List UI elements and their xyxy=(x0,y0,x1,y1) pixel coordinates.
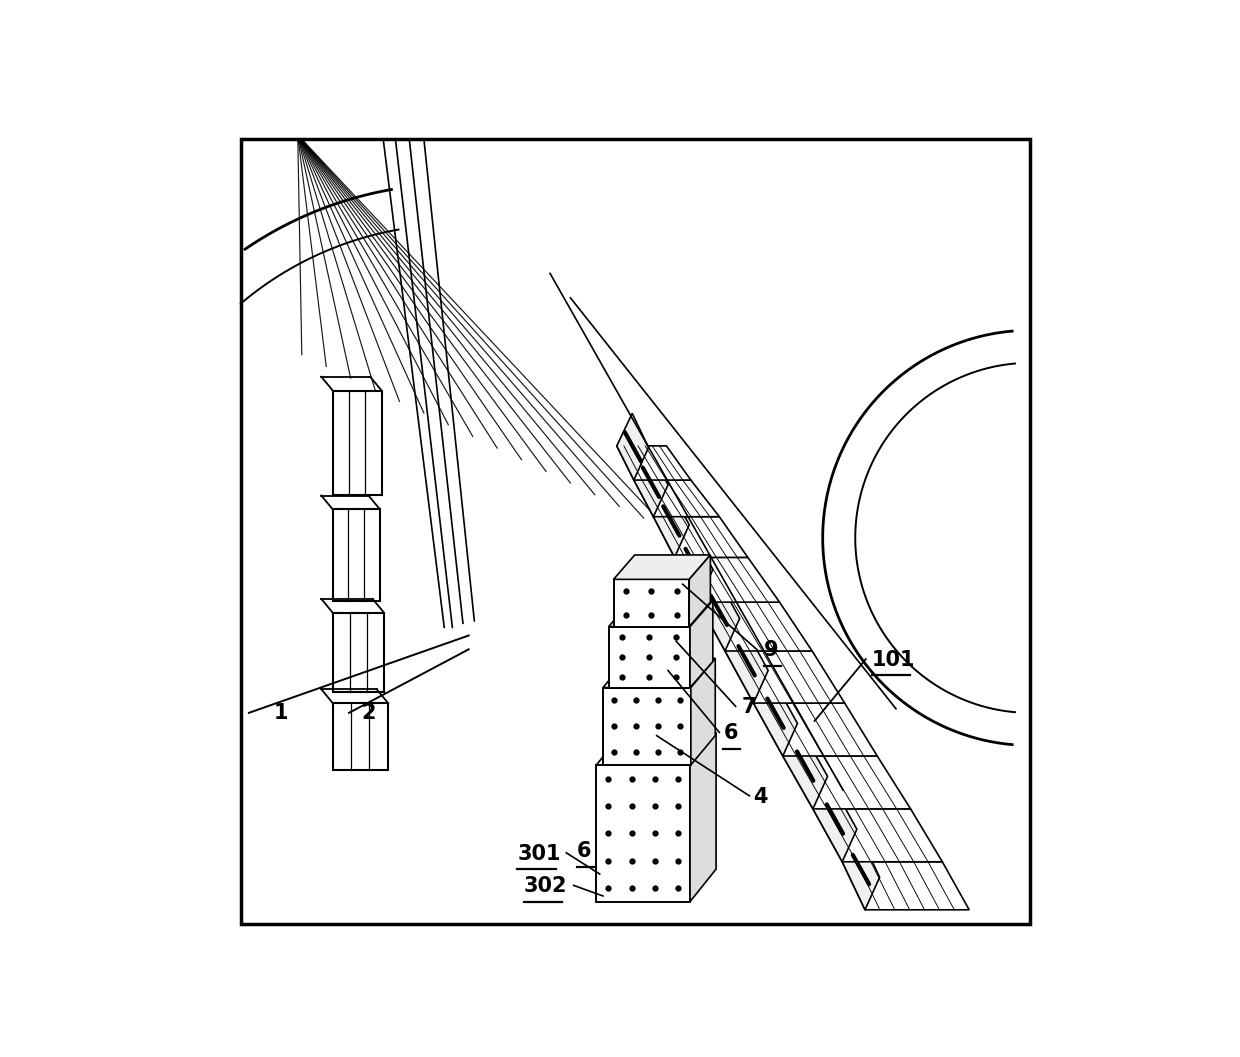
Polygon shape xyxy=(754,703,877,756)
Polygon shape xyxy=(614,555,711,579)
Text: 6: 6 xyxy=(723,723,738,743)
Text: 9: 9 xyxy=(764,641,779,661)
Text: 101: 101 xyxy=(872,650,915,670)
Polygon shape xyxy=(725,618,768,703)
Polygon shape xyxy=(698,570,740,651)
Bar xyxy=(596,765,689,902)
Polygon shape xyxy=(689,600,713,688)
Text: 6: 6 xyxy=(577,841,591,861)
Polygon shape xyxy=(782,723,827,809)
Text: 7: 7 xyxy=(742,698,756,717)
Polygon shape xyxy=(842,830,879,910)
Text: 301: 301 xyxy=(517,843,560,864)
Bar xyxy=(603,688,691,765)
Polygon shape xyxy=(653,485,689,557)
Polygon shape xyxy=(675,557,780,602)
Bar xyxy=(609,627,689,688)
Bar xyxy=(614,579,689,627)
Polygon shape xyxy=(691,659,715,765)
Polygon shape xyxy=(653,517,748,557)
Polygon shape xyxy=(603,659,715,688)
Polygon shape xyxy=(634,447,668,517)
Bar xyxy=(332,509,379,600)
Bar xyxy=(332,390,382,495)
Text: 302: 302 xyxy=(525,876,568,896)
Polygon shape xyxy=(813,809,942,861)
Polygon shape xyxy=(842,861,970,910)
Polygon shape xyxy=(689,733,715,902)
Polygon shape xyxy=(689,555,711,627)
Polygon shape xyxy=(754,670,797,756)
Polygon shape xyxy=(609,600,713,627)
Polygon shape xyxy=(675,525,713,602)
Polygon shape xyxy=(725,651,844,703)
Polygon shape xyxy=(698,602,812,651)
Text: 1: 1 xyxy=(273,703,288,723)
Bar xyxy=(332,703,388,769)
Polygon shape xyxy=(813,776,857,861)
Bar xyxy=(332,613,384,692)
Text: 2: 2 xyxy=(361,703,376,723)
Polygon shape xyxy=(616,446,691,480)
Polygon shape xyxy=(596,733,715,765)
Polygon shape xyxy=(616,413,649,480)
Polygon shape xyxy=(782,756,910,809)
Text: 4: 4 xyxy=(754,786,768,806)
Polygon shape xyxy=(634,480,719,517)
